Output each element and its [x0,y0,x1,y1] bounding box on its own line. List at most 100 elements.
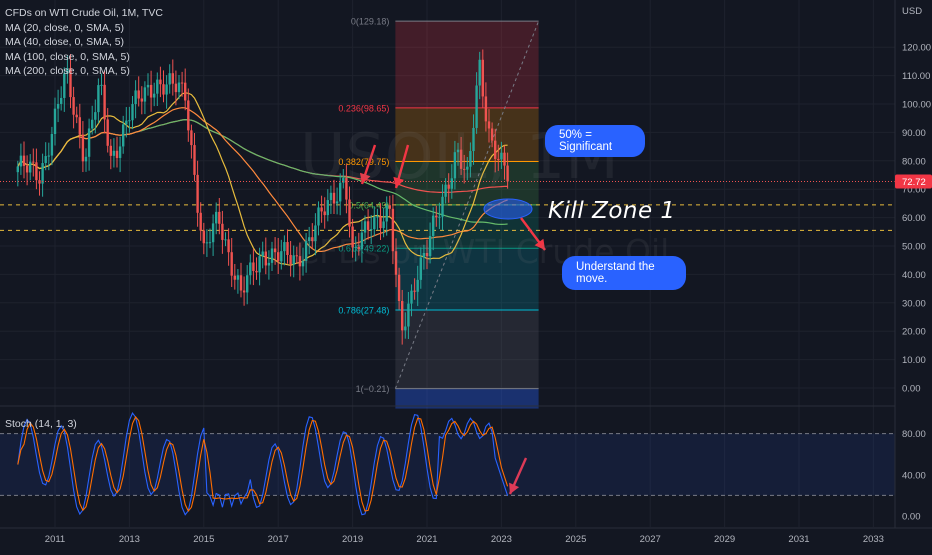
price-candle [277,252,280,262]
price-candle [221,223,224,240]
price-candle [97,85,100,113]
price-candle [506,165,509,182]
price-candle [432,215,435,237]
ma100-legend[interactable]: MA (100, close, 0, SMA, 5) [5,50,130,63]
price-candle [329,192,333,201]
price-candle [267,262,271,266]
price-candle [91,119,94,129]
price-candle [78,117,81,135]
fib-zone [395,107,539,162]
price-candle [156,79,159,94]
price-candle [242,290,246,293]
price-candle [264,251,267,266]
ma200-legend[interactable]: MA (200, close, 0, SMA, 5) [5,65,130,78]
stoch-axis-tick: 80.00 [902,429,926,440]
price-candle [301,260,305,267]
price-candle [87,128,91,157]
price-candle [444,184,447,197]
price-candle [370,229,373,231]
price-candle [463,168,466,170]
fib-level-label: 1(−0.21) [356,384,390,394]
price-candle [385,205,388,222]
price-candle [193,145,196,175]
price-candle [416,279,419,292]
time-axis-tick: 2029 [714,534,735,545]
price-axis-tick: 20.00 [902,327,926,338]
price-candle [143,87,147,102]
price-candle [94,112,97,120]
stoch-axis-tick: 0.00 [902,512,921,523]
price-candle [109,145,112,156]
price-candle [283,242,286,252]
price-candle [447,184,450,189]
annotation-kill-zone[interactable]: Kill Zone 1 [548,198,676,224]
price-candle [112,150,116,156]
chart-title[interactable]: CFDs on WTI Crude Oil, 1M, TVC [5,7,163,19]
price-candle [230,252,233,276]
price-candle [270,248,274,263]
annotation-significant[interactable]: 50% = Significant [545,125,645,157]
price-candle [351,226,354,248]
price-candle [286,242,289,255]
fib-level-label: 0(129.18) [351,17,390,27]
price-candle [326,200,329,216]
price-candle [205,242,209,244]
fib-level-label: 0.786(27.48) [338,305,389,315]
price-candle [47,155,50,157]
stoch-d-line [17,415,509,513]
price-axis-tick: 40.00 [902,270,926,281]
fib-zone [395,248,539,310]
price-candle [487,121,491,129]
ma40-line [17,107,508,252]
arrow-stoch-head [509,482,520,494]
fib-level-label: 0.618(49.22) [338,244,389,254]
chart-legend: CFDs on WTI Crude Oil, 1M, TVC MA (20, c… [5,6,163,79]
price-candle [75,114,78,118]
price-candle [500,152,503,160]
fib-zone [395,309,539,389]
price-candle [249,262,252,276]
price-candle [44,156,47,164]
price-candle [53,108,57,134]
price-candle [289,254,292,265]
ma40-legend[interactable]: MA (40, close, 0, SMA, 5) [5,36,125,49]
price-candle [459,149,463,169]
price-candle [425,253,429,257]
price-candle [494,140,497,159]
last-price-badge [895,174,932,189]
price-candle [363,221,367,233]
price-candle [478,59,481,86]
price-candle [103,84,106,120]
price-candle [224,239,227,241]
price-candle [118,146,122,158]
price-candle [503,152,506,166]
fib-level-label: 0.5(64.49) [348,200,389,210]
stoch-legend[interactable]: Stoch (14, 1, 3) [5,418,77,430]
price-candle [339,182,342,202]
price-candle [345,178,348,200]
price-candle [128,120,131,122]
price-candle [354,247,357,249]
time-axis-tick: 2027 [640,534,661,545]
arrow-2019-head [359,172,371,184]
ma20-legend[interactable]: MA (20, close, 0, SMA, 5) [5,21,125,34]
fib-zone [395,21,539,108]
price-candle [401,301,404,331]
price-candle [187,100,190,131]
price-candle [60,97,63,104]
price-candle [379,216,382,229]
time-axis-tick: 2019 [342,534,363,545]
price-candle [252,262,255,271]
price-candle [314,225,317,242]
price-candle [335,201,339,204]
price-candle [258,256,261,273]
price-candle [168,73,171,85]
price-candle [376,216,379,218]
annotation-move[interactable]: Understand the move. [562,256,686,290]
price-candle [391,208,395,252]
price-candle [357,247,360,250]
price-candle [308,237,311,242]
time-axis-tick: 2031 [788,534,809,545]
